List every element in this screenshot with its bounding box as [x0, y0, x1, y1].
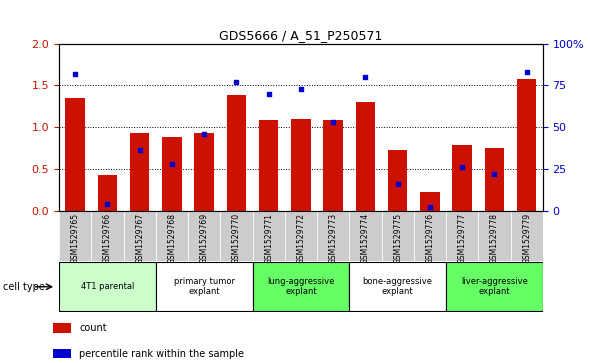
Text: GSM1529778: GSM1529778 — [490, 213, 499, 264]
Bar — [253, 211, 285, 261]
Bar — [420, 192, 440, 211]
Text: count: count — [79, 323, 107, 334]
Point — [296, 86, 306, 91]
Point — [329, 119, 338, 125]
Bar — [317, 211, 349, 261]
Bar — [53, 349, 71, 358]
Title: GDS5666 / A_51_P250571: GDS5666 / A_51_P250571 — [219, 29, 382, 42]
Bar — [285, 211, 317, 261]
Bar — [227, 95, 246, 211]
Text: GSM1529772: GSM1529772 — [296, 213, 306, 264]
Bar — [349, 262, 446, 311]
Point — [264, 91, 273, 97]
Text: GSM1529773: GSM1529773 — [329, 213, 337, 264]
Text: GSM1529768: GSM1529768 — [168, 213, 176, 264]
Text: GSM1529766: GSM1529766 — [103, 213, 112, 264]
Bar — [517, 79, 536, 211]
Bar — [253, 262, 349, 311]
Text: GSM1529770: GSM1529770 — [232, 213, 241, 264]
Bar — [220, 211, 253, 261]
Text: percentile rank within the sample: percentile rank within the sample — [79, 349, 244, 359]
Point — [490, 171, 499, 177]
Point — [457, 164, 467, 170]
Text: GSM1529776: GSM1529776 — [425, 213, 434, 264]
Point — [425, 204, 435, 210]
Point — [199, 131, 209, 136]
Point — [103, 201, 112, 207]
Point — [135, 147, 145, 153]
Bar — [98, 175, 117, 211]
Bar — [453, 146, 472, 211]
Bar — [123, 211, 156, 261]
Bar — [59, 262, 156, 311]
Text: GSM1529771: GSM1529771 — [264, 213, 273, 264]
Bar — [53, 323, 71, 333]
Bar — [478, 211, 510, 261]
Text: GSM1529774: GSM1529774 — [361, 213, 370, 264]
Bar — [65, 98, 85, 211]
Bar — [382, 211, 414, 261]
Text: GSM1529775: GSM1529775 — [393, 213, 402, 264]
Bar — [91, 211, 123, 261]
Text: GSM1529769: GSM1529769 — [199, 213, 209, 264]
Text: 4T1 parental: 4T1 parental — [81, 282, 134, 291]
Bar — [259, 121, 278, 211]
Bar — [414, 211, 446, 261]
Text: GSM1529777: GSM1529777 — [458, 213, 467, 264]
Bar — [130, 133, 149, 211]
Point — [232, 79, 241, 85]
Bar — [195, 133, 214, 211]
Point — [70, 71, 80, 77]
Text: GSM1529779: GSM1529779 — [522, 213, 531, 264]
Bar — [291, 119, 310, 211]
Bar — [446, 262, 543, 311]
Bar — [156, 211, 188, 261]
Text: liver-aggressive
explant: liver-aggressive explant — [461, 277, 528, 297]
Bar — [162, 137, 182, 211]
Point — [360, 74, 370, 80]
Text: cell type: cell type — [3, 282, 45, 292]
Bar — [388, 150, 407, 211]
Bar — [188, 211, 220, 261]
Text: primary tumor
explant: primary tumor explant — [173, 277, 235, 297]
Bar — [510, 211, 543, 261]
Bar — [356, 102, 375, 211]
Text: GSM1529765: GSM1529765 — [71, 213, 80, 264]
Bar — [59, 211, 91, 261]
Bar — [485, 148, 504, 211]
Point — [522, 69, 532, 75]
Text: bone-aggressive
explant: bone-aggressive explant — [363, 277, 432, 297]
Text: GSM1529767: GSM1529767 — [135, 213, 144, 264]
Bar — [323, 121, 343, 211]
Bar — [446, 211, 478, 261]
Point — [393, 181, 402, 187]
Text: lung-aggressive
explant: lung-aggressive explant — [267, 277, 335, 297]
Bar — [349, 211, 382, 261]
Point — [167, 161, 176, 167]
Bar — [156, 262, 253, 311]
